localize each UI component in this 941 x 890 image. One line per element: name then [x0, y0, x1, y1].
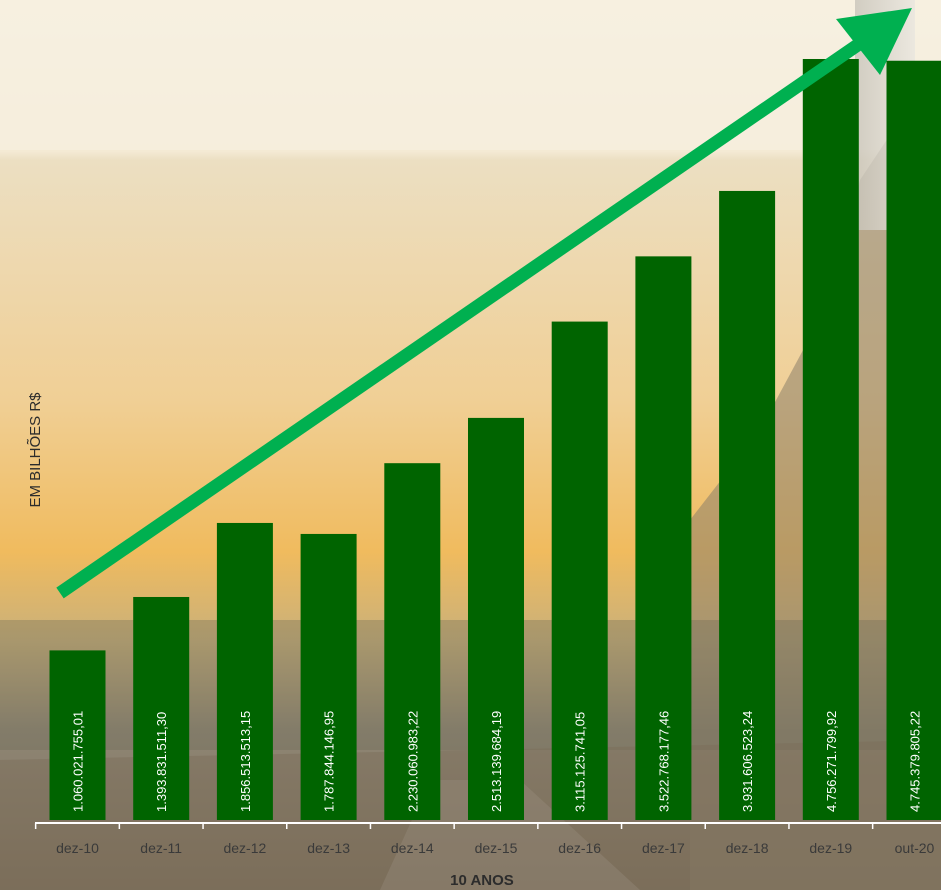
x-tick-label-dez-13: dez-13 — [307, 840, 350, 856]
bar-dez-17 — [635, 256, 692, 821]
data-label-dez-19: 4.756.271.799,92 — [824, 711, 839, 812]
x-tick-label-dez-14: dez-14 — [391, 840, 434, 856]
trend-arrow-head — [836, 8, 912, 75]
x-tick-label-dez-19: dez-19 — [809, 840, 852, 856]
road-shape — [380, 780, 640, 890]
bar-out-20 — [886, 60, 941, 820]
bar-dez-13 — [300, 533, 357, 820]
bar-dez-18 — [719, 190, 776, 820]
trend-arrow-shaft — [56, 36, 866, 599]
x-tick-label-dez-12: dez-12 — [223, 840, 266, 856]
trend-arrow — [56, 8, 912, 599]
bar-dez-12 — [216, 522, 273, 820]
bar-dez-10 — [49, 650, 106, 820]
x-tick-label-dez-17: dez-17 — [642, 840, 685, 856]
data-label-dez-14: 2.230.060.983,22 — [405, 711, 420, 812]
x-axis-title: 10 ANOS — [450, 872, 514, 889]
data-label-dez-15: 2.513.139.684,19 — [489, 711, 504, 812]
x-tick-label-dez-15: dez-15 — [475, 840, 518, 856]
x-tick-labels-group: dez-10 dez-11 dez-12 dez-13 dez-14 dez-15 dez-… — [56, 840, 934, 856]
data-labels-group: 1.060.021.755,01 1.393.831.511,30 1.856.51… — [71, 711, 923, 812]
data-label-out-20: 4.745.379.805,22 — [908, 711, 923, 812]
data-label-dez-12: 1.856.513.513,15 — [238, 711, 253, 812]
y-axis-title: EM BILHÕES R$ — [27, 392, 44, 508]
data-label-dez-18: 3.931.606.523,24 — [740, 711, 755, 812]
bars-group — [49, 58, 941, 821]
bar-dez-11 — [133, 596, 190, 820]
data-label-dez-11: 1.393.831.511,30 — [154, 712, 169, 812]
bar-dez-16 — [551, 321, 608, 820]
x-tick-label-out-20: out-20 — [895, 840, 935, 856]
x-ticks-group — [34, 823, 874, 829]
bar-dez-14 — [384, 463, 441, 820]
x-tick-label-dez-11: dez-11 — [140, 840, 182, 856]
data-label-dez-10: 1.060.021.755,01 — [71, 711, 86, 812]
data-label-dez-13: 1.787.844.146,95 — [322, 711, 337, 812]
x-tick-label-dez-18: dez-18 — [726, 840, 769, 856]
bar-dez-19 — [802, 58, 859, 820]
top-banner-band — [0, 0, 941, 150]
data-label-dez-16: 3.115.125.741,05 — [573, 712, 588, 812]
data-label-dez-17: 3.522.768.177,46 — [656, 711, 671, 812]
x-tick-label-dez-16: dez-16 — [558, 840, 601, 856]
x-tick-label-dez-10: dez-10 — [56, 840, 99, 856]
bar-dez-15 — [468, 417, 524, 820]
